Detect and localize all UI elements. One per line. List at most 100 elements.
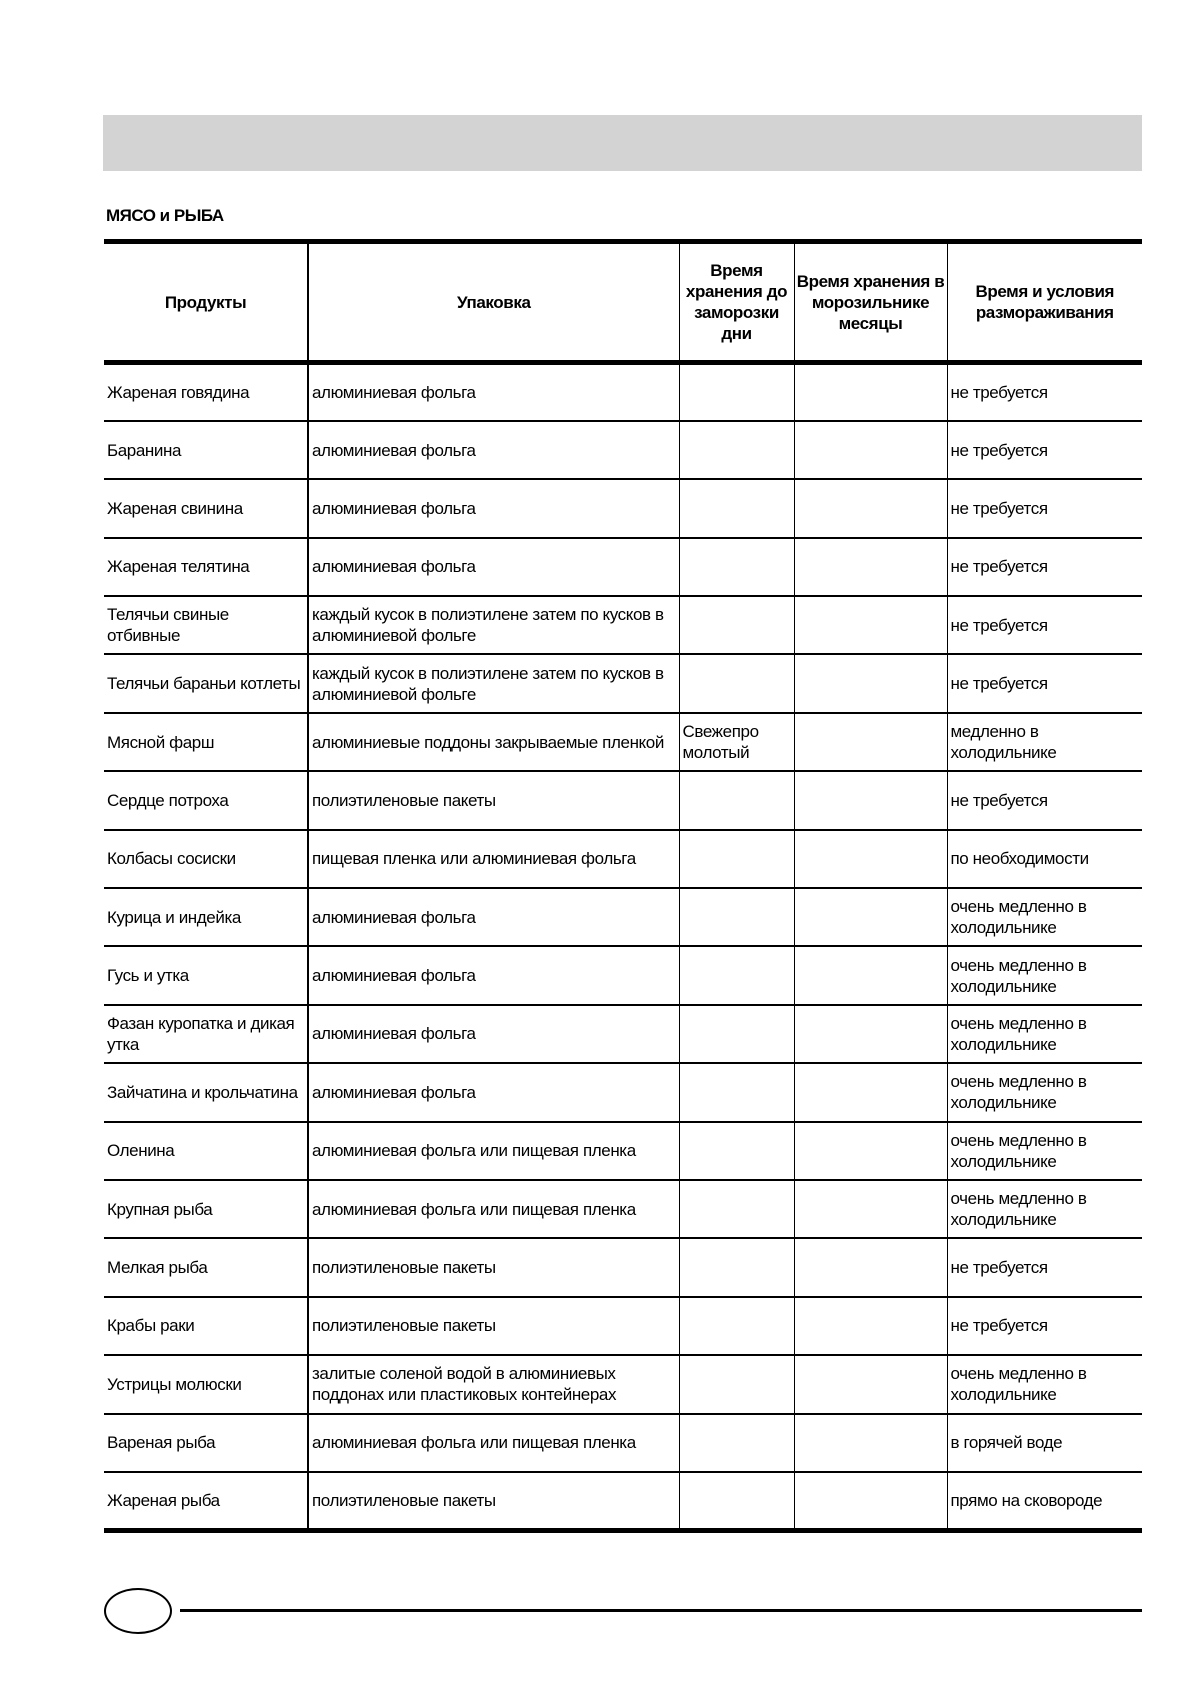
cell-thawing: очень медленно в холодильнике	[946, 1004, 1142, 1065]
cell-thawing: не требуется	[946, 479, 1142, 539]
cell-days	[678, 1471, 794, 1533]
cell-days	[678, 1121, 794, 1181]
cell-thawing: не требуется	[946, 537, 1142, 598]
cell-days	[678, 771, 794, 831]
cell-thawing: не требуется	[946, 1296, 1142, 1357]
storage-table: Продукты Упаковка Время хранения до заморо…	[104, 239, 1142, 1533]
cell-product: Зайчатина и крольчатина	[104, 1063, 308, 1123]
cell-thawing: по необходимости	[946, 829, 1142, 890]
cell-months	[793, 771, 947, 831]
cell-months	[793, 1296, 947, 1357]
cell-product: Колбасы сосиски	[104, 829, 308, 890]
table-row: Телячьи свиные отбивные каждый кусок в по…	[104, 596, 1142, 656]
cell-months	[793, 537, 947, 598]
cell-months	[793, 1121, 947, 1181]
cell-packaging: алюминиевая фольга или пищевая пленка	[307, 1179, 679, 1240]
cell-months	[793, 362, 947, 422]
cell-days	[678, 946, 794, 1006]
cell-months	[793, 1179, 947, 1240]
cell-months	[793, 1004, 947, 1065]
cell-thawing: очень медленно в холодильнике	[946, 946, 1142, 1006]
cell-packaging: пищевая пленка или алюминиевая фольга	[307, 829, 679, 890]
header-days-before-freezing: Время хранения до заморозки дни	[678, 239, 794, 365]
table-row: Жареная телятина алюминиевая фольга не тре…	[104, 537, 1142, 598]
table-row: Колбасы сосиски пищевая пленка или алюмин…	[104, 829, 1142, 890]
cell-thawing: не требуется	[946, 1238, 1142, 1298]
cell-product: Крупная рыба	[104, 1179, 308, 1240]
cell-packaging: алюминиевая фольга	[307, 1063, 679, 1123]
cell-days	[678, 1296, 794, 1357]
cell-days	[678, 1063, 794, 1123]
table-row: Крабы раки полиэтиленовые пакеты не требуе…	[104, 1296, 1142, 1357]
cell-product: Мясной фарш	[104, 712, 308, 773]
cell-months	[793, 1063, 947, 1123]
cell-thawing: очень медленно в холодильнике	[946, 1179, 1142, 1240]
cell-packaging: полиэтиленовые пакеты	[307, 1471, 679, 1533]
cell-months	[793, 420, 947, 481]
cell-product: Жареная рыба	[104, 1471, 308, 1533]
table-row: Мясной фарш алюминиевые поддоны закрываем…	[104, 712, 1142, 773]
cell-packaging: каждый кусок в полиэтилене затем по куск…	[307, 596, 679, 656]
cell-days	[678, 888, 794, 948]
header-packaging: Упаковка	[307, 239, 679, 365]
cell-days	[678, 1238, 794, 1298]
cell-packaging: алюминиевая фольга	[307, 946, 679, 1006]
header-band	[103, 115, 1142, 171]
cell-months	[793, 1355, 947, 1415]
cell-product: Устрицы молюски	[104, 1355, 308, 1415]
section-title: МЯСО и РЫБА	[106, 206, 224, 225]
cell-thawing: очень медленно в холодильнике	[946, 1063, 1142, 1123]
cell-thawing: прямо на сковороде	[946, 1471, 1142, 1533]
cell-months	[793, 479, 947, 539]
table-row: Жареная свинина алюминиевая фольга не треб…	[104, 479, 1142, 539]
cell-days	[678, 829, 794, 890]
table-row: Мелкая рыба полиэтиленовые пакеты не требу…	[104, 1238, 1142, 1298]
cell-days	[678, 1355, 794, 1415]
cell-product: Курица и индейка	[104, 888, 308, 948]
header-months-in-freezer: Время хранения в морозильнике месяцы	[793, 239, 947, 365]
cell-months	[793, 888, 947, 948]
cell-thawing: очень медленно в холодильнике	[946, 1121, 1142, 1181]
table-row: Оленина алюминиевая фольга или пищевая пл…	[104, 1121, 1142, 1181]
cell-days	[678, 1179, 794, 1240]
cell-months	[793, 1238, 947, 1298]
table-row: Курица и индейка алюминиевая фольга очень …	[104, 888, 1142, 948]
page-number-circle	[104, 1588, 172, 1634]
cell-thawing: не требуется	[946, 771, 1142, 831]
table-row: Жареная рыба полиэтиленовые пакеты прямо н…	[104, 1471, 1142, 1533]
cell-days	[678, 1413, 794, 1473]
cell-months	[793, 654, 947, 714]
cell-thawing: очень медленно в холодильнике	[946, 888, 1142, 948]
cell-thawing: очень медленно в холодильнике	[946, 1355, 1142, 1415]
table-row: Зайчатина и крольчатина алюминиевая фольг…	[104, 1063, 1142, 1123]
cell-packaging: алюминиевая фольга	[307, 1004, 679, 1065]
cell-packaging: полиэтиленовые пакеты	[307, 1238, 679, 1298]
cell-product: Телячьи бараньи котлеты	[104, 654, 308, 714]
cell-product: Гусь и утка	[104, 946, 308, 1006]
cell-days	[678, 479, 794, 539]
cell-product: Телячьи свиные отбивные	[104, 596, 308, 656]
cell-thawing: не требуется	[946, 420, 1142, 481]
cell-packaging: каждый кусок в полиэтилене затем по куск…	[307, 654, 679, 714]
cell-packaging: алюминиевая фольга	[307, 888, 679, 948]
cell-packaging: алюминиевая фольга или пищевая пленка	[307, 1121, 679, 1181]
cell-product: Фазан куропатка и дикая утка	[104, 1004, 308, 1065]
header-products: Продукты	[104, 239, 308, 365]
header-thawing: Время и условия размораживания	[946, 239, 1142, 365]
cell-product: Жареная говядина	[104, 362, 308, 422]
cell-thawing: медленно в холодильнике	[946, 712, 1142, 773]
table-row: Фазан куропатка и дикая утка алюминиевая …	[104, 1004, 1142, 1065]
cell-packaging: алюминиевая фольга	[307, 420, 679, 481]
cell-packaging: полиэтиленовые пакеты	[307, 771, 679, 831]
cell-days	[678, 420, 794, 481]
cell-days	[678, 362, 794, 422]
cell-days	[678, 596, 794, 656]
cell-packaging: алюминиевая фольга	[307, 537, 679, 598]
cell-days	[678, 654, 794, 714]
cell-months	[793, 1413, 947, 1473]
cell-days	[678, 537, 794, 598]
cell-days: Свежепро молотый	[678, 712, 794, 773]
cell-product: Жареная телятина	[104, 537, 308, 598]
cell-product: Крабы раки	[104, 1296, 308, 1357]
cell-packaging: залитые соленой водой в алюминиевых подд…	[307, 1355, 679, 1415]
